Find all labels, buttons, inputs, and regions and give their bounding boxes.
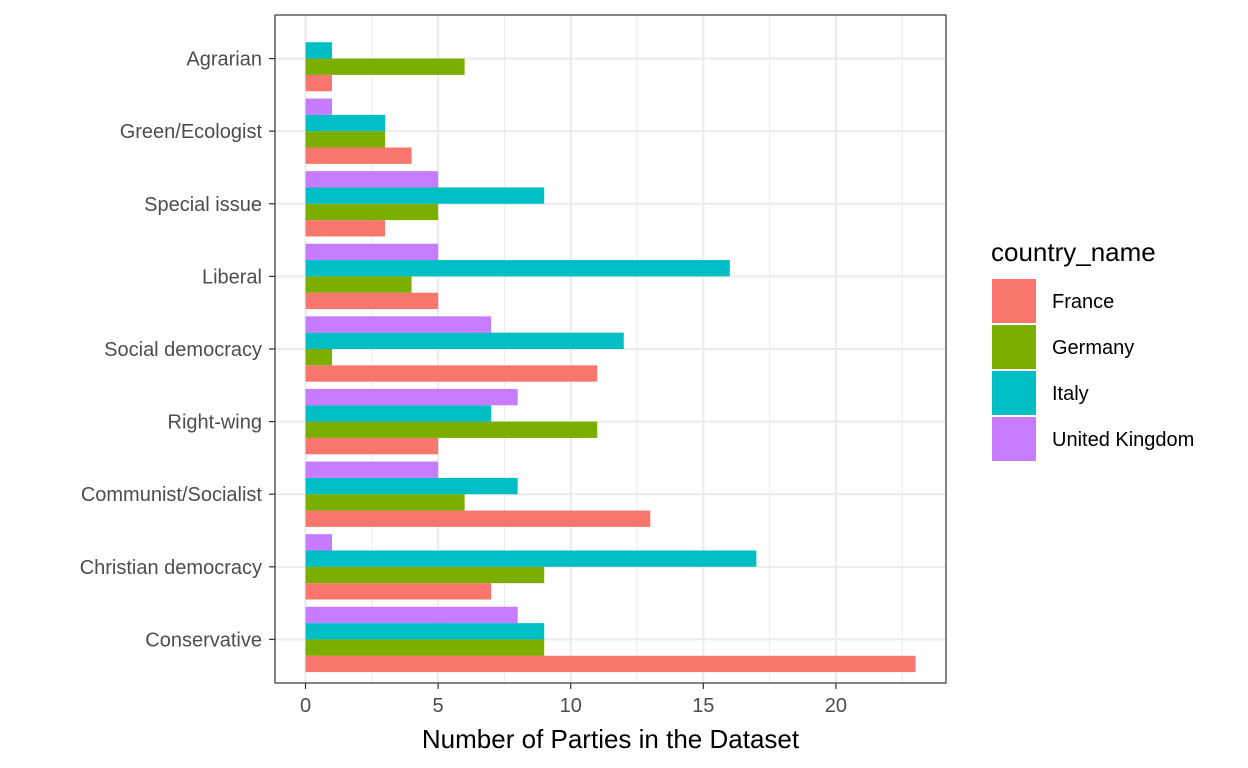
bar-germany — [305, 494, 465, 511]
legend-items: France Germany Italy United Kingdom — [992, 279, 1194, 461]
bar-italy — [305, 623, 545, 640]
bar-france — [305, 74, 333, 92]
bar-united-kingdom — [305, 534, 333, 551]
bar-italy — [305, 477, 518, 495]
bar-germany — [305, 203, 439, 221]
bar-united-kingdom — [305, 98, 333, 115]
y-tick-label: Social democracy — [104, 339, 262, 361]
bar-germany — [305, 421, 598, 438]
bar-france — [305, 510, 651, 527]
bar-italy — [305, 187, 545, 204]
bar-france — [305, 292, 439, 310]
bar-france — [305, 655, 916, 673]
bar-germany — [305, 131, 386, 148]
legend-key-united-kingdom — [992, 417, 1036, 461]
x-tick-label: 0 — [300, 695, 311, 717]
y-tick-label: Christian democracy — [80, 557, 262, 579]
y-tick-label: Communist/Socialist — [81, 484, 263, 506]
x-tick-label: 10 — [560, 695, 582, 717]
bar-france — [305, 437, 439, 455]
legend-label: Germany — [1052, 337, 1134, 359]
bar-france — [305, 583, 492, 600]
bar-france — [305, 147, 412, 164]
bar-germany — [305, 639, 545, 656]
x-tick-label: 20 — [825, 695, 847, 717]
bar-france — [305, 220, 386, 237]
bar-italy — [305, 405, 492, 422]
y-tick-label: Right-wing — [168, 412, 262, 434]
bar-united-kingdom — [305, 461, 439, 478]
x-tick-label: 5 — [433, 695, 444, 717]
legend-label: United Kingdom — [1052, 429, 1194, 451]
bar-germany — [305, 566, 545, 584]
legend-key-germany — [992, 325, 1036, 369]
legend-label: France — [1052, 291, 1114, 313]
y-tick-label: Conservative — [145, 629, 262, 651]
bar-italy — [305, 550, 757, 567]
bar-united-kingdom — [305, 171, 439, 188]
bar-united-kingdom — [305, 316, 492, 333]
legend-key-italy — [992, 371, 1036, 415]
y-tick-label: Agrarian — [186, 49, 262, 71]
bar-germany — [305, 276, 412, 293]
x-axis-title: Number of Parties in the Dataset — [422, 724, 800, 754]
legend-key-france — [992, 279, 1036, 323]
y-tick-label: Special issue — [144, 194, 262, 216]
y-axis: Conservative Christian democracy Communist… — [80, 49, 275, 651]
bar-united-kingdom — [305, 606, 518, 624]
bar-germany — [305, 58, 465, 75]
bar-united-kingdom — [305, 388, 518, 406]
legend-title: country_name — [991, 237, 1156, 267]
y-tick-label: Liberal — [202, 266, 262, 288]
bar-united-kingdom — [305, 243, 439, 261]
bars — [305, 42, 916, 673]
legend-label: Italy — [1052, 383, 1089, 405]
bar-france — [305, 365, 598, 382]
bar-italy — [305, 260, 730, 277]
bar-italy — [305, 114, 386, 132]
bar-italy — [305, 42, 333, 59]
bar-germany — [305, 349, 333, 366]
y-tick-label: Green/Ecologist — [120, 121, 263, 143]
x-tick-label: 15 — [692, 695, 714, 717]
legend: country_name France Germany Italy United Ki… — [991, 237, 1194, 461]
x-axis: 0 5 10 15 20 — [300, 683, 847, 717]
bar-italy — [305, 332, 624, 349]
